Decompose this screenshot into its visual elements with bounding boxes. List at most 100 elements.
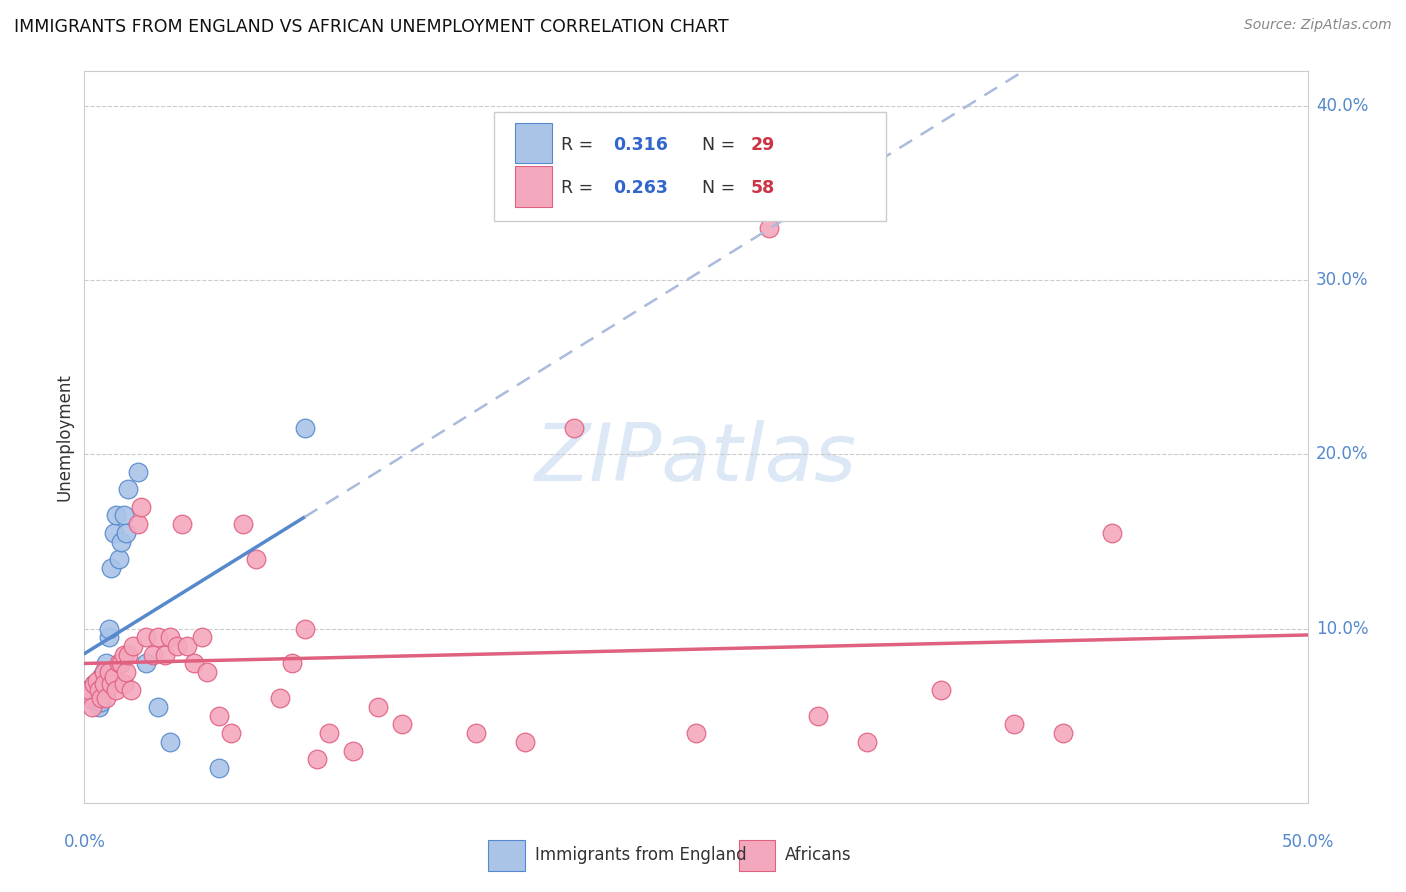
Point (318, 726, 340, 740)
Text: 30.0%: 30.0% (1316, 271, 1368, 289)
Point (83, 677, 105, 691)
Point (146, 631, 169, 645)
Text: IMMIGRANTS FROM ENGLAND VS AFRICAN UNEMPLOYMENT CORRELATION CHART: IMMIGRANTS FROM ENGLAND VS AFRICAN UNEMP… (14, 18, 728, 36)
Text: 0.0%: 0.0% (63, 833, 105, 851)
Point (127, 465, 149, 479)
Y-axis label: Unemployment: Unemployment (55, 373, 73, 501)
FancyBboxPatch shape (738, 840, 776, 871)
Point (77, 682, 100, 697)
Point (195, 665, 218, 680)
Point (87, 673, 110, 688)
Point (112, 677, 135, 691)
Text: 0.263: 0.263 (613, 179, 668, 197)
Point (96, 682, 118, 697)
Point (107, 552, 129, 566)
Text: N =: N = (702, 136, 741, 153)
Point (90, 670, 112, 684)
Point (135, 657, 157, 671)
Point (110, 534, 132, 549)
Point (1052, 726, 1074, 740)
Point (142, 648, 165, 662)
Point (83, 677, 105, 691)
Point (281, 657, 304, 671)
Point (294, 622, 316, 636)
Text: R =: R = (561, 179, 599, 197)
Point (232, 517, 254, 532)
FancyBboxPatch shape (515, 167, 551, 207)
Point (87, 700, 110, 714)
Point (856, 735, 879, 749)
Point (80, 688, 103, 702)
Point (176, 639, 198, 653)
Point (929, 682, 952, 697)
Point (129, 500, 152, 514)
Point (342, 743, 364, 757)
Point (107, 657, 129, 671)
Point (122, 639, 145, 653)
Text: N =: N = (702, 179, 741, 197)
Point (97, 622, 120, 636)
Point (93, 665, 115, 680)
Point (76, 691, 98, 706)
Point (159, 631, 181, 645)
Point (103, 525, 125, 540)
Point (105, 508, 128, 523)
FancyBboxPatch shape (515, 122, 551, 162)
Text: ZIPatlas: ZIPatlas (534, 420, 858, 498)
Text: Africans: Africans (786, 847, 852, 864)
Point (191, 631, 214, 645)
Text: 29: 29 (751, 136, 775, 153)
Point (100, 677, 122, 691)
Point (146, 700, 169, 714)
Point (127, 517, 149, 532)
Text: R =: R = (561, 136, 599, 153)
Point (305, 752, 328, 766)
Point (159, 735, 181, 749)
Point (391, 717, 413, 731)
Point (245, 552, 267, 566)
Point (172, 517, 194, 532)
FancyBboxPatch shape (494, 112, 886, 221)
Point (97, 665, 120, 680)
Point (117, 648, 139, 662)
Text: 10.0%: 10.0% (1316, 620, 1368, 638)
Text: 50.0%: 50.0% (1281, 833, 1334, 851)
Point (269, 691, 291, 706)
Point (1002, 717, 1025, 731)
Point (100, 560, 122, 574)
Point (90, 695, 112, 709)
Point (183, 657, 205, 671)
Point (120, 682, 142, 697)
Text: 20.0%: 20.0% (1316, 445, 1368, 464)
Text: 0.316: 0.316 (613, 136, 668, 153)
Point (110, 657, 132, 671)
Point (86, 673, 108, 688)
Point (464, 726, 486, 740)
Point (166, 639, 188, 653)
Text: 40.0%: 40.0% (1316, 97, 1368, 115)
Point (93, 677, 115, 691)
Point (80, 700, 103, 714)
Point (208, 708, 231, 723)
Point (96, 691, 118, 706)
Point (208, 761, 231, 775)
Text: Immigrants from England: Immigrants from England (534, 847, 747, 864)
Text: Source: ZipAtlas.com: Source: ZipAtlas.com (1244, 18, 1392, 32)
Point (97, 631, 120, 645)
Point (1101, 525, 1123, 540)
Point (93, 665, 115, 680)
Point (112, 648, 135, 662)
Point (96, 657, 118, 671)
Point (807, 708, 830, 723)
Point (105, 682, 128, 697)
Point (86, 695, 108, 709)
Point (367, 700, 389, 714)
Point (103, 670, 125, 684)
Text: 58: 58 (751, 179, 775, 197)
Point (115, 525, 138, 540)
Point (77, 691, 100, 706)
Point (219, 726, 242, 740)
Point (117, 483, 139, 497)
Point (758, 221, 780, 235)
Point (87, 682, 110, 697)
